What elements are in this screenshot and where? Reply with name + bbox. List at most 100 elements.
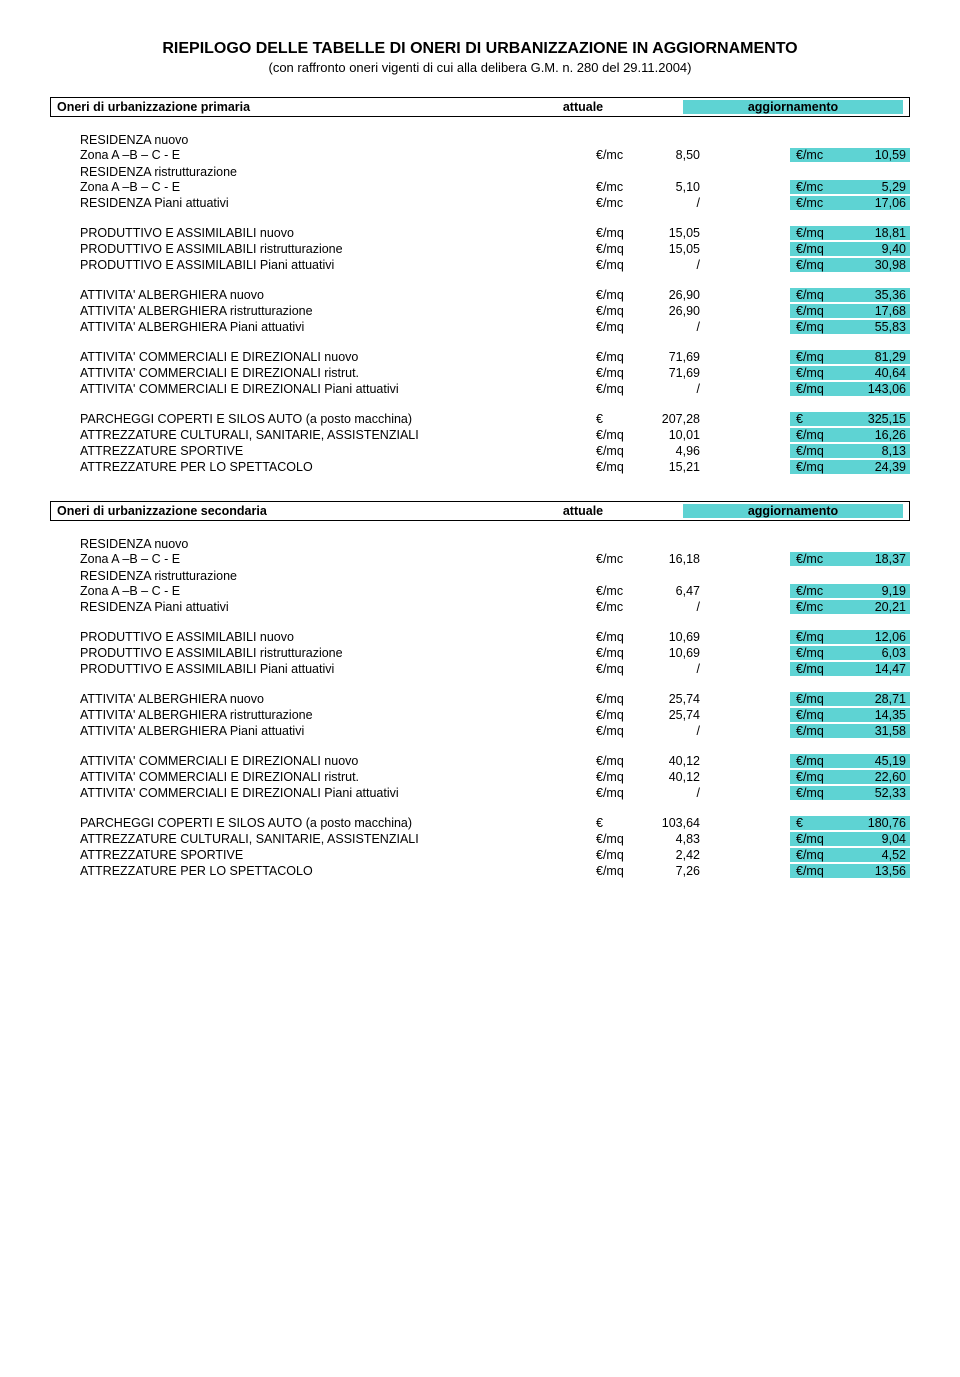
value-current: 207,28 [640, 412, 710, 426]
row-description: ATTIVITA' COMMERCIALI E DIREZIONALI Pian… [80, 382, 590, 396]
unit-current: €/mc [590, 600, 640, 614]
current-value-box: €/mq26,90 [590, 304, 710, 318]
current-value-box: €/mq40,12 [590, 754, 710, 768]
unit-updated: €/mq [790, 708, 840, 722]
value-updated: 4,52 [840, 848, 910, 862]
unit-current: €/mq [590, 258, 640, 272]
current-value-box: €/mq26,90 [590, 288, 710, 302]
unit-current: €/mq [590, 848, 640, 862]
value-updated: 14,47 [840, 662, 910, 676]
data-row: PRODUTTIVO E ASSIMILABILI nuovo€/mq15,05… [80, 225, 910, 241]
current-value-box: €/mq10,69 [590, 630, 710, 644]
row-description: ATTIVITA' ALBERGHIERA Piani attuativi [80, 320, 590, 334]
value-current: 15,05 [640, 226, 710, 240]
unit-updated: €/mq [790, 754, 840, 768]
unit-updated: €/mc [790, 196, 840, 210]
updated-value-box: €/mq31,58 [790, 724, 910, 738]
value-updated: 31,58 [840, 724, 910, 738]
value-current: 10,69 [640, 646, 710, 660]
data-row: ATTIVITA' COMMERCIALI E DIREZIONALI nuov… [80, 349, 910, 365]
col-update: aggiornamento [683, 100, 903, 114]
updated-value-box: €/mq12,06 [790, 630, 910, 644]
data-row: Zona A –B – C - E€/mc8,50€/mc10,59 [80, 147, 910, 163]
subtitle: (con raffronto oneri vigenti di cui alla… [50, 60, 910, 75]
value-current: 2,42 [640, 848, 710, 862]
unit-current: €/mq [590, 288, 640, 302]
value-current: 25,74 [640, 708, 710, 722]
updated-value-box: €/mq81,29 [790, 350, 910, 364]
unit-current: €/mq [590, 304, 640, 318]
unit-current: €/mq [590, 692, 640, 706]
group-heading: RESIDENZA nuovo [80, 131, 910, 147]
current-value-box: €/mq10,69 [590, 646, 710, 660]
group-heading: RESIDENZA nuovo [80, 535, 910, 551]
row-description: ATTREZZATURE SPORTIVE [80, 848, 590, 862]
updated-value-box: €/mq35,36 [790, 288, 910, 302]
value-current: 16,18 [640, 552, 710, 566]
data-row: RESIDENZA Piani attuativi€/mc/€/mc20,21 [80, 599, 910, 615]
group-heading: RESIDENZA ristrutturazione [80, 163, 910, 179]
unit-current: €/mc [590, 584, 640, 598]
value-current: 15,05 [640, 242, 710, 256]
unit-updated: €/mq [790, 770, 840, 784]
unit-current: €/mc [590, 180, 640, 194]
unit-current: € [590, 412, 640, 426]
unit-updated: €/mq [790, 366, 840, 380]
unit-current: €/mc [590, 196, 640, 210]
data-row: PRODUTTIVO E ASSIMILABILI nuovo€/mq10,69… [80, 629, 910, 645]
section-label: Oneri di urbanizzazione secondaria [57, 504, 483, 518]
current-value-box: €/mq10,01 [590, 428, 710, 442]
updated-value-box: €/mq55,83 [790, 320, 910, 334]
unit-updated: €/mq [790, 460, 840, 474]
unit-updated: €/mq [790, 646, 840, 660]
unit-current: €/mq [590, 444, 640, 458]
updated-value-box: €/mc5,29 [790, 180, 910, 194]
current-value-box: €/mq71,69 [590, 366, 710, 380]
data-row: ATTIVITA' ALBERGHIERA ristrutturazione€/… [80, 707, 910, 723]
unit-current: €/mq [590, 428, 640, 442]
row-description: PARCHEGGI COPERTI E SILOS AUTO (a posto … [80, 816, 590, 830]
row-description: Zona A –B – C - E [80, 584, 590, 598]
value-updated: 9,19 [840, 584, 910, 598]
value-current: 6,47 [640, 584, 710, 598]
row-description: ATTREZZATURE SPORTIVE [80, 444, 590, 458]
data-row: ATTREZZATURE PER LO SPETTACOLO€/mq7,26€/… [80, 863, 910, 879]
data-row: RESIDENZA Piani attuativi€/mc/€/mc17,06 [80, 195, 910, 211]
data-row: ATTREZZATURE SPORTIVE€/mq2,42€/mq4,52 [80, 847, 910, 863]
row-description: ATTIVITA' COMMERCIALI E DIREZIONALI nuov… [80, 350, 590, 364]
value-updated: 52,33 [840, 786, 910, 800]
updated-value-box: €/mq14,35 [790, 708, 910, 722]
current-value-box: €/mq71,69 [590, 350, 710, 364]
value-current: 4,83 [640, 832, 710, 846]
value-updated: 143,06 [840, 382, 910, 396]
unit-current: €/mq [590, 724, 640, 738]
data-row: ATTIVITA' COMMERCIALI E DIREZIONALI nuov… [80, 753, 910, 769]
value-updated: 9,40 [840, 242, 910, 256]
value-updated: 325,15 [840, 412, 910, 426]
row-description: ATTIVITA' ALBERGHIERA nuovo [80, 288, 590, 302]
row-description: ATTREZZATURE PER LO SPETTACOLO [80, 864, 590, 878]
unit-updated: €/mq [790, 304, 840, 318]
current-value-box: €/mq15,21 [590, 460, 710, 474]
value-current: 71,69 [640, 350, 710, 364]
value-updated: 24,39 [840, 460, 910, 474]
updated-value-box: €/mq22,60 [790, 770, 910, 784]
section-label: Oneri di urbanizzazione primaria [57, 100, 483, 114]
row-description: ATTIVITA' COMMERCIALI E DIREZIONALI nuov… [80, 754, 590, 768]
unit-updated: €/mq [790, 832, 840, 846]
value-current: 4,96 [640, 444, 710, 458]
updated-value-box: €/mq40,64 [790, 366, 910, 380]
data-row: Zona A –B – C - E€/mc16,18€/mc18,37 [80, 551, 910, 567]
unit-current: €/mq [590, 832, 640, 846]
value-updated: 40,64 [840, 366, 910, 380]
unit-updated: €/mq [790, 320, 840, 334]
value-updated: 9,04 [840, 832, 910, 846]
value-current: / [640, 258, 710, 272]
data-row: ATTREZZATURE SPORTIVE€/mq4,96€/mq8,13 [80, 443, 910, 459]
data-row: ATTIVITA' ALBERGHIERA nuovo€/mq25,74€/mq… [80, 691, 910, 707]
unit-updated: €/mq [790, 662, 840, 676]
current-value-box: €/mq25,74 [590, 708, 710, 722]
data-row: ATTIVITA' ALBERGHIERA ristrutturazione€/… [80, 303, 910, 319]
unit-updated: €/mq [790, 786, 840, 800]
data-row: ATTIVITA' COMMERCIALI E DIREZIONALI rist… [80, 365, 910, 381]
